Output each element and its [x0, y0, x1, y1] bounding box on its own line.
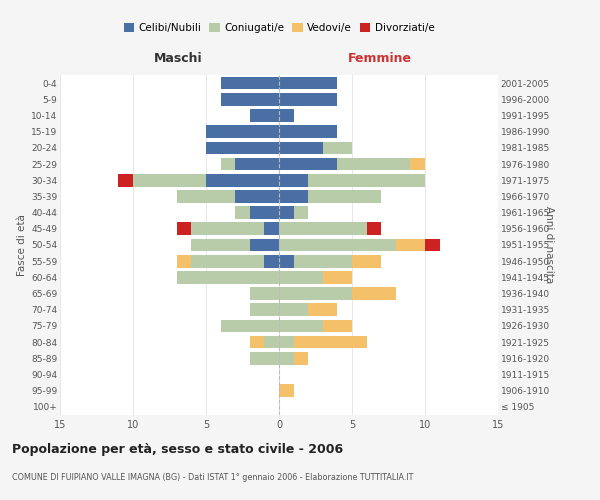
Bar — [279, 158, 337, 170]
Bar — [279, 320, 323, 332]
Bar — [279, 255, 293, 268]
Bar — [133, 174, 206, 186]
Bar — [191, 255, 265, 268]
Bar — [323, 320, 352, 332]
Text: Maschi: Maschi — [154, 52, 203, 65]
Bar — [293, 206, 308, 219]
Bar — [265, 222, 279, 235]
Bar — [279, 190, 308, 202]
Bar — [279, 384, 293, 397]
Bar — [410, 158, 425, 170]
Bar — [279, 336, 293, 348]
Bar — [279, 271, 323, 283]
Bar — [293, 255, 352, 268]
Bar — [265, 336, 279, 348]
Bar — [279, 222, 367, 235]
Text: Popolazione per età, sesso e stato civile - 2006: Popolazione per età, sesso e stato civil… — [12, 442, 343, 456]
Bar — [279, 206, 293, 219]
Bar — [323, 271, 352, 283]
Bar — [250, 288, 279, 300]
Bar — [352, 255, 381, 268]
Bar — [279, 93, 337, 106]
Bar — [308, 304, 337, 316]
Bar — [177, 222, 191, 235]
Bar — [308, 174, 425, 186]
Bar — [279, 352, 293, 364]
Bar — [367, 222, 381, 235]
Bar — [221, 158, 235, 170]
Bar — [235, 206, 250, 219]
Bar — [308, 190, 381, 202]
Bar — [250, 304, 279, 316]
Bar — [235, 190, 279, 202]
Bar — [279, 126, 337, 138]
Bar — [206, 126, 279, 138]
Bar — [235, 158, 279, 170]
Bar — [206, 174, 279, 186]
Bar — [250, 206, 279, 219]
Bar — [293, 352, 308, 364]
Bar — [265, 255, 279, 268]
Bar — [221, 320, 279, 332]
Bar — [250, 352, 279, 364]
Bar — [293, 336, 367, 348]
Bar — [279, 238, 396, 252]
Bar — [221, 77, 279, 90]
Y-axis label: Fasce di età: Fasce di età — [17, 214, 27, 276]
Bar — [425, 238, 440, 252]
Bar — [279, 288, 352, 300]
Bar — [250, 238, 279, 252]
Y-axis label: Anni di nascita: Anni di nascita — [544, 206, 554, 284]
Bar — [337, 158, 410, 170]
Bar — [279, 109, 293, 122]
Bar — [352, 288, 396, 300]
Bar — [206, 142, 279, 154]
Text: COMUNE DI FUIPIANO VALLE IMAGNA (BG) - Dati ISTAT 1° gennaio 2006 - Elaborazione: COMUNE DI FUIPIANO VALLE IMAGNA (BG) - D… — [12, 472, 413, 482]
Bar — [396, 238, 425, 252]
Bar — [250, 109, 279, 122]
Bar — [250, 336, 265, 348]
Bar — [279, 304, 308, 316]
Bar — [279, 174, 308, 186]
Text: Femmine: Femmine — [348, 52, 412, 65]
Legend: Celibi/Nubili, Coniugati/e, Vedovi/e, Divorziati/e: Celibi/Nubili, Coniugati/e, Vedovi/e, Di… — [119, 19, 439, 38]
Bar — [118, 174, 133, 186]
Bar — [279, 77, 337, 90]
Bar — [191, 222, 265, 235]
Bar — [323, 142, 352, 154]
Bar — [279, 142, 323, 154]
Bar — [177, 255, 191, 268]
Bar — [221, 93, 279, 106]
Bar — [177, 190, 235, 202]
Bar — [191, 238, 250, 252]
Bar — [177, 271, 279, 283]
